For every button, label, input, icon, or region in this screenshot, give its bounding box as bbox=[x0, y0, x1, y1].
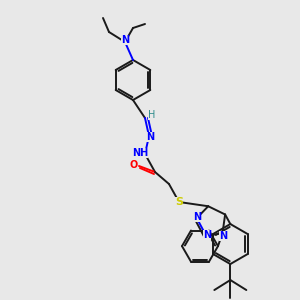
Text: O: O bbox=[130, 160, 138, 170]
Text: H: H bbox=[148, 110, 156, 120]
Text: N: N bbox=[146, 132, 154, 142]
Text: N: N bbox=[193, 212, 201, 222]
Text: N: N bbox=[121, 35, 129, 45]
Text: NH: NH bbox=[132, 148, 148, 158]
Text: N: N bbox=[203, 230, 211, 240]
Text: N: N bbox=[219, 231, 228, 241]
Text: S: S bbox=[175, 197, 183, 207]
